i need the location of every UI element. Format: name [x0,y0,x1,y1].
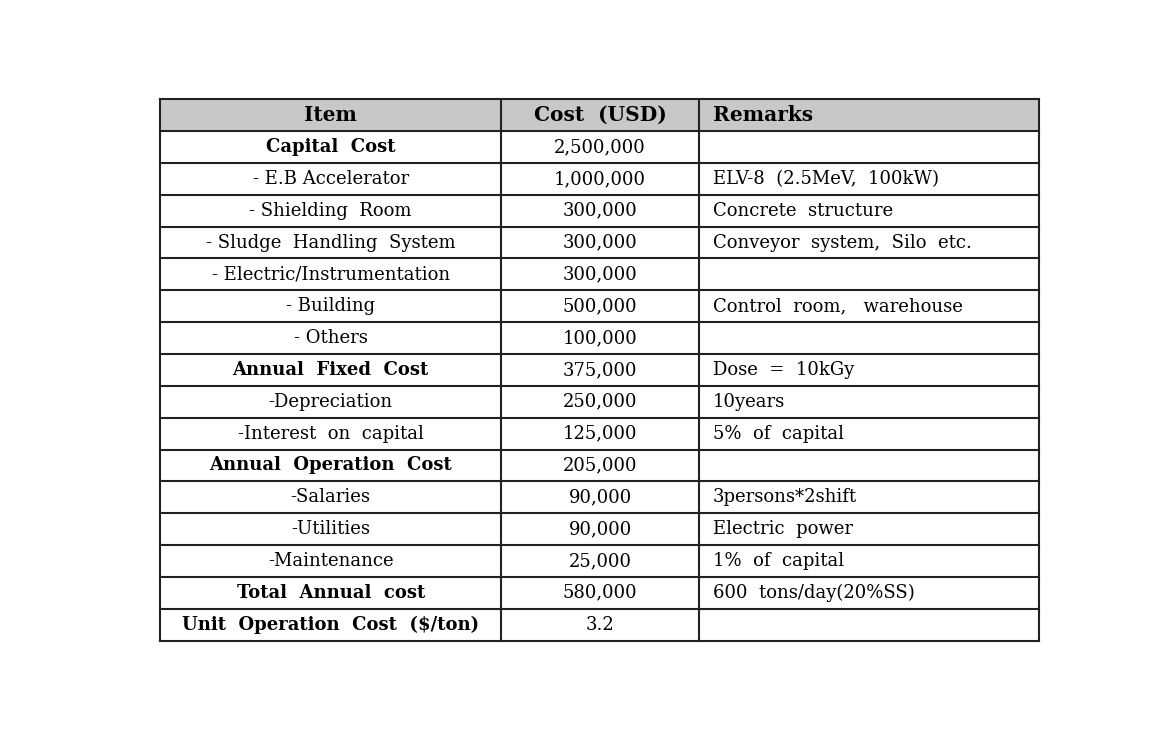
Bar [160,577,1039,609]
Text: Item: Item [304,105,357,125]
Text: Total  Annual  cost: Total Annual cost [236,584,425,602]
Text: -Maintenance: -Maintenance [268,552,393,570]
Text: 250,000: 250,000 [563,393,638,411]
Text: 375,000: 375,000 [563,361,638,379]
Text: - E.B Accelerator: - E.B Accelerator [253,170,408,188]
Text: Unit  Operation  Cost  ($/ton): Unit Operation Cost ($/ton) [183,616,480,634]
Text: Capital  Cost: Capital Cost [266,138,395,156]
Text: -Utilities: -Utilities [291,520,370,538]
Text: 100,000: 100,000 [563,329,638,347]
Text: 500,000: 500,000 [563,298,638,315]
Bar [160,482,1039,513]
Bar [160,386,1039,417]
Text: -Depreciation: -Depreciation [269,393,393,411]
Bar [160,450,1039,482]
Text: 10years: 10years [713,393,785,411]
Text: 90,000: 90,000 [569,520,632,538]
Text: 3.2: 3.2 [586,616,614,634]
Text: - Others: - Others [294,329,367,347]
Text: 25,000: 25,000 [569,552,632,570]
Text: Annual  Operation  Cost: Annual Operation Cost [209,456,452,474]
Bar [160,545,1039,577]
Text: 3persons*2shift: 3persons*2shift [713,488,856,507]
Bar [160,131,1039,163]
Bar [160,290,1039,322]
Text: - Electric/Instrumentation: - Electric/Instrumentation [212,265,449,284]
Text: Control  room,   warehouse: Control room, warehouse [713,298,963,315]
Text: Cost  (USD): Cost (USD) [534,105,667,125]
Text: - Sludge  Handling  System: - Sludge Handling System [206,234,455,251]
Text: Electric  power: Electric power [713,520,853,538]
Text: 125,000: 125,000 [563,425,638,442]
Text: 5%  of  capital: 5% of capital [713,425,844,442]
Bar [160,417,1039,450]
Text: Dose  =  10kGy: Dose = 10kGy [713,361,854,379]
Text: 2,500,000: 2,500,000 [555,138,646,156]
Text: 300,000: 300,000 [563,265,638,284]
Bar [160,322,1039,354]
Text: 1%  of  capital: 1% of capital [713,552,844,570]
Text: 1,000,000: 1,000,000 [555,170,646,188]
Text: - Building: - Building [287,298,376,315]
Text: Concrete  structure: Concrete structure [713,202,893,220]
Text: 90,000: 90,000 [569,488,632,507]
Text: 205,000: 205,000 [563,456,638,474]
Text: 600  tons/day(20%SS): 600 tons/day(20%SS) [713,583,914,602]
Text: ELV-8  (2.5MeV,  100kW): ELV-8 (2.5MeV, 100kW) [713,170,938,188]
Text: Annual  Fixed  Cost: Annual Fixed Cost [233,361,429,379]
Text: -Interest  on  capital: -Interest on capital [238,425,424,442]
Text: Remarks: Remarks [713,105,813,125]
Bar [160,99,1039,131]
Text: -Salaries: -Salaries [290,488,371,507]
Bar [160,163,1039,194]
Bar [160,259,1039,290]
Text: - Shielding  Room: - Shielding Room [249,202,412,220]
Text: Conveyor  system,  Silo  etc.: Conveyor system, Silo etc. [713,234,971,251]
Bar [160,194,1039,227]
Text: 300,000: 300,000 [563,234,638,251]
Bar [160,227,1039,259]
Text: 300,000: 300,000 [563,202,638,220]
Bar [160,609,1039,640]
Text: 580,000: 580,000 [563,584,638,602]
Bar [160,354,1039,386]
Bar [160,513,1039,545]
